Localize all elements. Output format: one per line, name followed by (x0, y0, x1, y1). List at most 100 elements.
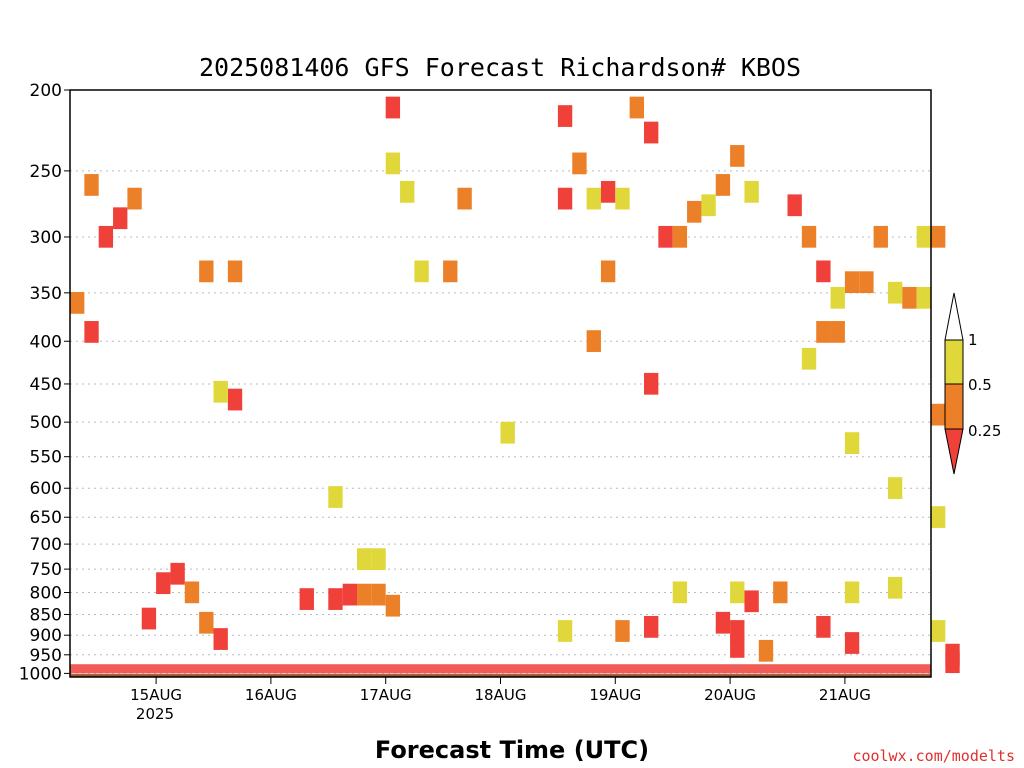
heatmap-cell (84, 321, 99, 343)
y-tick-label: 650 (30, 508, 62, 528)
y-axis-ticks: 200 250 300 350 400 450 500 550 600 650 700 750 8008… (19, 81, 70, 684)
x-axis-title: Forecast Time (UTC) (375, 736, 649, 764)
legend-level-label: 0.25 (968, 422, 1001, 440)
heatmap-cell (184, 581, 200, 604)
y-tick-label: 200 (30, 81, 62, 101)
heatmap-cell (801, 225, 817, 248)
heatmap-cell (328, 588, 343, 610)
heatmap-cell (644, 121, 659, 144)
credit-link[interactable]: coolwx.com/modelts (852, 747, 1015, 765)
heatmap-cell (787, 194, 802, 217)
x-tick-label: 16AUG (245, 686, 297, 704)
heatmap-cell (357, 583, 372, 606)
legend-swatch (944, 428, 964, 475)
heatmap-cell (127, 187, 142, 210)
y-tick-label: 700 (30, 535, 62, 555)
heatmap-cell (385, 152, 401, 175)
heatmap-cells (70, 96, 960, 674)
heatmap-cell (227, 260, 243, 283)
y-tick-label: 600 (30, 479, 62, 499)
y-tick-label: 850 (30, 605, 62, 625)
x-tick-label: 15AUG (130, 686, 182, 704)
heatmap-cell (730, 636, 745, 658)
heatmap-cell (84, 174, 99, 196)
heatmap-cell (557, 105, 573, 127)
heatmap-cell (557, 620, 573, 642)
x-tick-label: 18AUG (475, 686, 527, 704)
heatmap-cell (887, 576, 903, 599)
near-surface-band (70, 664, 931, 674)
heatmap-cell (457, 187, 472, 210)
heatmap-cell (844, 632, 860, 654)
heatmap-cell (644, 372, 659, 395)
y-tick-label: 450 (30, 375, 62, 395)
y-tick-label: 500 (30, 413, 62, 433)
heatmap-cell (687, 200, 702, 223)
heatmap-cell (385, 96, 401, 119)
heatmap-cell (816, 260, 831, 283)
heatmap-cell (199, 611, 214, 634)
heatmap-cell (342, 583, 357, 606)
heatmap-cell (744, 590, 759, 613)
heatmap-cell (801, 347, 817, 370)
heatmap-cell (945, 651, 960, 674)
heatmap-cell (672, 225, 688, 248)
heatmap-cell (199, 260, 214, 283)
heatmap-cell (227, 388, 243, 411)
heatmap-cell (357, 548, 372, 571)
heatmap-cell (816, 321, 831, 343)
heatmap-cell (672, 581, 688, 604)
heatmap-cell (873, 225, 888, 248)
heatmap-cell (156, 572, 171, 595)
heatmap-cell (328, 486, 343, 508)
y-tick-label: 1000 (19, 664, 62, 684)
heatmap-cell (916, 225, 931, 248)
heatmap-cell (931, 225, 946, 248)
surface-band (70, 674, 931, 677)
y-tick-label: 400 (30, 332, 62, 352)
y-tick-label: 900 (30, 626, 62, 646)
heatmap-cell (859, 271, 874, 294)
heatmap-cell (830, 286, 845, 309)
y-tick-label: 800 (30, 584, 62, 604)
heatmap-cell (385, 594, 401, 617)
heatmap-cell (557, 187, 573, 210)
heatmap-cell (400, 180, 415, 203)
heatmap-cell (773, 581, 788, 604)
heatmap-cell (629, 96, 644, 119)
heatmap-cell (213, 628, 228, 650)
legend-level-label: 1 (968, 331, 978, 349)
heatmap-cell (902, 286, 917, 309)
heatmap-cell (887, 281, 903, 304)
heatmap-cell (816, 616, 831, 638)
heatmap-cell (615, 187, 630, 210)
surface-ground (70, 674, 931, 677)
y-tick-label: 350 (30, 284, 62, 304)
heatmap-cell (500, 421, 515, 444)
heatmap-cell (701, 194, 716, 217)
legend-swatch (944, 339, 964, 385)
x-axis-ticks: 15AUG 16AUG 17AUG 18AUG 19AUG 20AUG 21AUG (130, 677, 871, 704)
y-tick-label: 250 (30, 162, 62, 182)
heatmap-cell (371, 583, 386, 606)
heatmap-cell (371, 548, 386, 571)
heatmap-cell (730, 145, 745, 167)
heatmap-cell (615, 620, 630, 642)
heatmap-cell (170, 562, 185, 585)
heatmap-cell (844, 271, 860, 294)
heatmap-cell (758, 639, 774, 662)
heatmap-cell (443, 260, 458, 283)
heatmap-cell (830, 321, 845, 343)
heatmap-cell (644, 616, 659, 638)
heatmap-cell (844, 581, 860, 604)
heatmap-cell (70, 292, 85, 314)
heatmap-cell (715, 611, 731, 634)
chart-title: 2025081406 GFS Forecast Richardson# KBOS (199, 53, 801, 82)
x-tick-label: 21AUG (819, 686, 871, 704)
heatmap-cell (887, 477, 903, 499)
x-tick-label: 19AUG (589, 686, 641, 704)
heatmap-cell (600, 260, 616, 283)
heatmap-cell (586, 187, 601, 210)
y-tick-label: 300 (30, 228, 62, 248)
